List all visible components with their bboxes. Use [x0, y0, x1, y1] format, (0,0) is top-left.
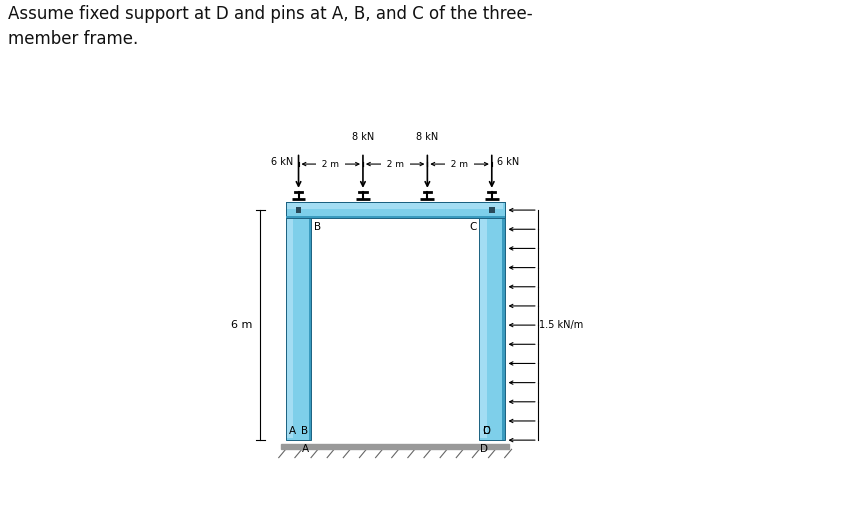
Text: A: A: [302, 444, 310, 454]
Bar: [287, 213, 294, 438]
Text: 2 m: 2 m: [381, 160, 409, 169]
Text: B: B: [314, 222, 321, 232]
Text: A: A: [289, 426, 296, 436]
Text: 8 kN: 8 kN: [416, 132, 439, 142]
Bar: [288, 203, 503, 209]
Text: D: D: [480, 444, 488, 454]
Bar: [285, 202, 505, 218]
Text: 8 kN: 8 kN: [352, 132, 374, 142]
Text: Assume fixed support at D and pins at A, B, and C of the three-: Assume fixed support at D and pins at A,…: [8, 5, 533, 23]
Bar: [295, 208, 301, 213]
Bar: [480, 213, 487, 438]
Text: C: C: [482, 426, 490, 435]
Text: member frame.: member frame.: [8, 30, 138, 48]
Text: 2 m: 2 m: [316, 160, 345, 169]
Bar: [309, 210, 311, 440]
Bar: [285, 210, 311, 440]
Text: 6 kN: 6 kN: [497, 157, 520, 167]
Text: 6 kN: 6 kN: [271, 157, 293, 167]
Bar: [281, 444, 509, 449]
Bar: [479, 210, 505, 440]
Text: B: B: [300, 426, 308, 435]
Text: 2 m: 2 m: [445, 160, 474, 169]
Bar: [489, 208, 495, 213]
Text: C: C: [469, 222, 477, 232]
Bar: [285, 216, 505, 218]
Text: 1.5 kN/m: 1.5 kN/m: [539, 320, 583, 330]
Text: 6 m: 6 m: [230, 320, 252, 330]
Text: D: D: [483, 426, 490, 436]
Bar: [502, 210, 505, 440]
